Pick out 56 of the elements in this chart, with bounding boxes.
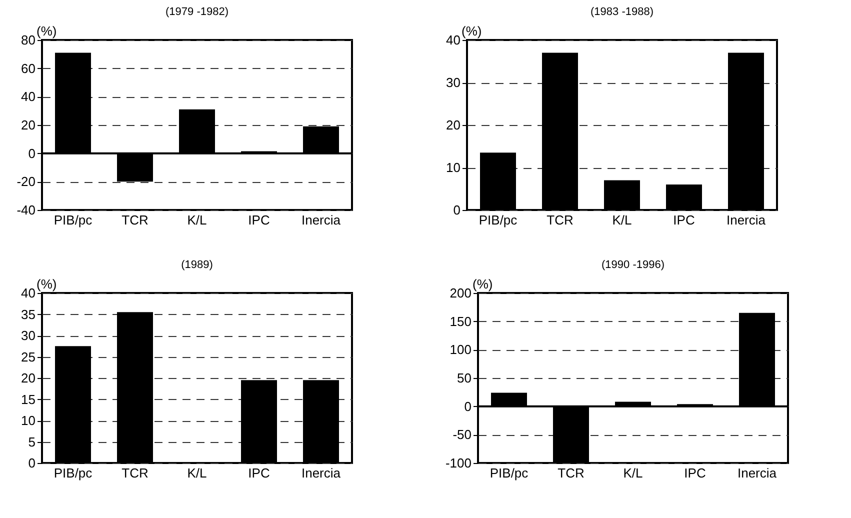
x-tick-label: IPC bbox=[248, 212, 270, 228]
y-tick-label: 10 bbox=[446, 160, 460, 175]
y-axis-title: (%) bbox=[472, 276, 493, 292]
x-tick-label: PIB/pc bbox=[54, 212, 93, 228]
x-tick-label: K/L bbox=[623, 466, 643, 480]
x-tick-label: IPC bbox=[673, 212, 695, 228]
y-tick-label: -20 bbox=[16, 174, 36, 190]
y-tick-label: -40 bbox=[16, 202, 36, 218]
x-tick-label: PIB/pc bbox=[54, 466, 93, 480]
y-tick-label: 0 bbox=[453, 202, 460, 218]
y-tick-label: 40 bbox=[21, 286, 36, 300]
x-tick-label: Inercia bbox=[301, 212, 342, 228]
x-tick-label: TCR bbox=[122, 466, 148, 480]
y-tick-label: 40 bbox=[21, 89, 36, 104]
y-tick-label: 10 bbox=[21, 413, 36, 428]
y-tick-label: 150 bbox=[450, 314, 472, 329]
x-tick-label: K/L bbox=[187, 212, 207, 228]
y-tick-label: 30 bbox=[446, 75, 460, 90]
x-tick-label: Inercia bbox=[737, 466, 778, 480]
y-tick-label: 5 bbox=[28, 434, 36, 450]
y-tick-label: 20 bbox=[21, 118, 36, 132]
y-axis-title: (%) bbox=[36, 24, 57, 38]
y-tick-label: 0 bbox=[28, 456, 36, 470]
x-tick-label: PIB/pc bbox=[478, 212, 518, 228]
x-tick-label: Inercia bbox=[726, 212, 766, 228]
x-tick-label: TCR bbox=[122, 212, 148, 228]
x-tick-label: K/L bbox=[612, 212, 632, 228]
y-tick-label: 25 bbox=[21, 349, 36, 364]
y-tick-label: 20 bbox=[21, 370, 36, 386]
y-tick-label: 60 bbox=[21, 60, 36, 76]
x-tick-label: K/L bbox=[187, 466, 207, 480]
y-tick-label: 30 bbox=[21, 328, 36, 343]
y-tick-label: 0 bbox=[464, 398, 472, 414]
y-tick-label: 0 bbox=[28, 146, 36, 161]
x-tick-label: PIB/pc bbox=[490, 466, 529, 480]
y-axis-title: (%) bbox=[462, 24, 482, 38]
y-tick-label: 35 bbox=[21, 306, 36, 322]
x-tick-label: Inercia bbox=[301, 466, 342, 480]
x-tick-label: IPC bbox=[248, 466, 270, 480]
chart-title: (1989) bbox=[181, 259, 213, 271]
x-tick-label: TCR bbox=[546, 212, 574, 228]
y-tick-label: -50 bbox=[452, 427, 472, 442]
y-tick-label: 40 bbox=[446, 32, 460, 48]
x-tick-label: TCR bbox=[558, 466, 584, 480]
chart-title: (1979 -1982) bbox=[166, 6, 228, 18]
chart-title: (1983 -1988) bbox=[590, 6, 654, 18]
y-tick-label: 20 bbox=[446, 118, 460, 132]
y-tick-label: 200 bbox=[450, 286, 472, 300]
chart-title: (1990 -1996) bbox=[602, 259, 664, 271]
x-tick-label: IPC bbox=[684, 466, 706, 480]
y-tick-label: 80 bbox=[21, 32, 36, 48]
y-tick-label: 50 bbox=[457, 370, 472, 386]
y-axis-title: (%) bbox=[36, 276, 57, 292]
y-tick-label: -100 bbox=[445, 456, 472, 470]
y-tick-label: 15 bbox=[21, 392, 36, 407]
y-tick-label: 100 bbox=[450, 342, 472, 358]
